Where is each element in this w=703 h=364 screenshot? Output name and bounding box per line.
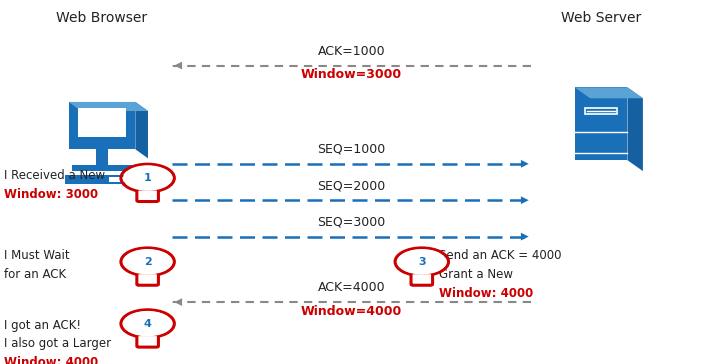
FancyBboxPatch shape [96, 149, 108, 166]
Text: 2: 2 [143, 257, 152, 267]
Text: SEQ=1000: SEQ=1000 [317, 143, 386, 156]
Text: 4: 4 [143, 318, 152, 329]
Text: Window: 4000: Window: 4000 [4, 356, 98, 364]
Text: Send an ACK = 4000: Send an ACK = 4000 [439, 249, 562, 262]
Text: I got an ACK!: I got an ACK! [4, 318, 81, 332]
Text: SEQ=3000: SEQ=3000 [317, 215, 386, 229]
FancyBboxPatch shape [586, 108, 617, 114]
Text: for an ACK: for an ACK [4, 268, 65, 281]
Circle shape [123, 249, 172, 274]
FancyBboxPatch shape [78, 108, 126, 138]
FancyBboxPatch shape [72, 165, 132, 171]
Text: ACK=1000: ACK=1000 [318, 44, 385, 58]
Text: Grant a New: Grant a New [439, 268, 513, 281]
FancyBboxPatch shape [68, 102, 136, 149]
Text: I also got a Larger: I also got a Larger [4, 337, 110, 351]
Polygon shape [628, 87, 643, 171]
Text: Web Server: Web Server [561, 11, 641, 25]
Circle shape [123, 165, 172, 191]
Polygon shape [68, 102, 148, 111]
Polygon shape [136, 102, 148, 158]
Text: Window: 3000: Window: 3000 [4, 188, 98, 201]
Circle shape [123, 311, 172, 336]
Text: Web Browser: Web Browser [56, 11, 148, 25]
FancyBboxPatch shape [137, 335, 158, 347]
Text: SEQ=2000: SEQ=2000 [317, 179, 386, 192]
Text: I Must Wait: I Must Wait [4, 249, 69, 262]
Text: 3: 3 [418, 257, 425, 267]
Text: Window=4000: Window=4000 [301, 305, 402, 318]
Text: I Received a New: I Received a New [4, 169, 105, 182]
Text: ACK=4000: ACK=4000 [318, 281, 385, 294]
FancyBboxPatch shape [575, 87, 628, 160]
Text: 1: 1 [143, 173, 152, 183]
FancyBboxPatch shape [110, 177, 128, 182]
Circle shape [397, 249, 446, 274]
Text: Window=3000: Window=3000 [301, 68, 402, 82]
FancyBboxPatch shape [65, 175, 139, 184]
Text: Window: 4000: Window: 4000 [439, 287, 534, 300]
FancyBboxPatch shape [137, 273, 158, 285]
Polygon shape [575, 87, 643, 98]
FancyBboxPatch shape [411, 273, 432, 285]
FancyBboxPatch shape [137, 189, 158, 202]
